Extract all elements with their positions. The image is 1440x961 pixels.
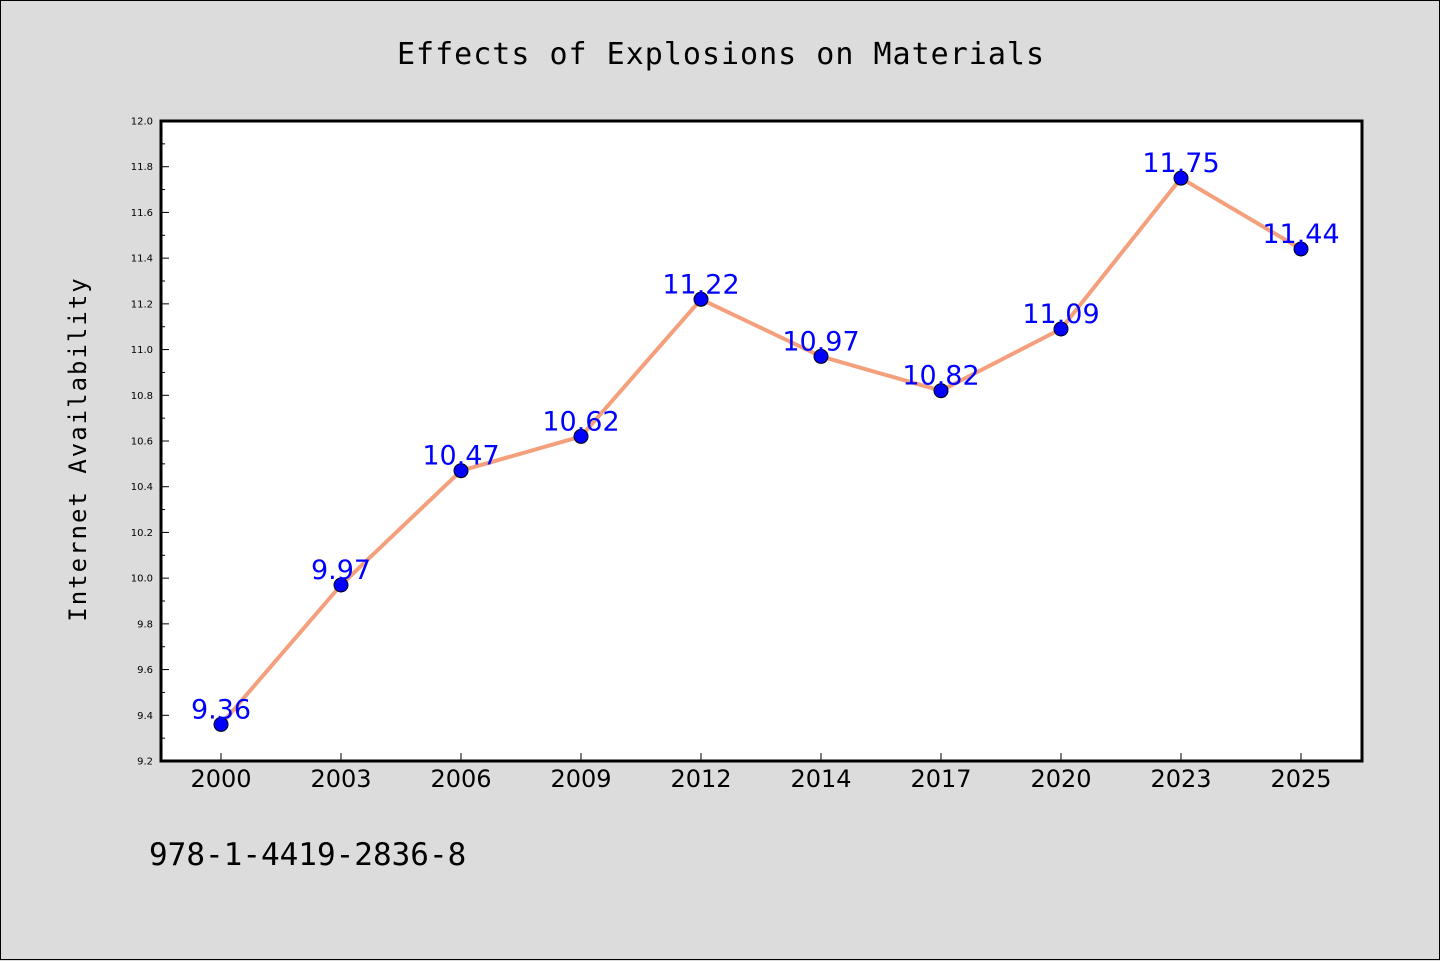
y-tick-label: 9.6 xyxy=(137,665,153,676)
footer-isbn: 978-1-4419-2836-8 xyxy=(149,837,466,873)
y-tick-label: 9.2 xyxy=(137,757,153,768)
data-label: 11.09 xyxy=(1022,299,1099,330)
y-axis-label: Internet Availability xyxy=(64,276,92,621)
y-tick-label: 9.4 xyxy=(137,711,153,722)
data-point xyxy=(453,463,469,479)
x-tick-label: 2003 xyxy=(310,765,371,793)
data-label: 11.22 xyxy=(662,269,739,300)
y-tick-label: 11.2 xyxy=(131,299,153,310)
y-tick-label: 11.6 xyxy=(131,208,153,219)
data-point xyxy=(813,348,829,364)
y-tick-label: 11.8 xyxy=(131,162,153,173)
data-point xyxy=(333,577,349,593)
data-point xyxy=(1293,241,1309,257)
data-label: 9.97 xyxy=(311,555,371,586)
data-labels: 9.36 9.97 10.47 10.62 11.22 10.97 10.82 11.09 11… xyxy=(191,148,1340,725)
axis-ticks: 9.2 9.4 9.6 9.8 10.0 10.2 10.4 10.6 10.8 11.0 11.2… xyxy=(131,117,1332,794)
plot-area xyxy=(161,121,1362,761)
x-tick-label: 2014 xyxy=(790,765,851,793)
x-tick-label: 2023 xyxy=(1150,765,1211,793)
x-tick-label: 2017 xyxy=(910,765,971,793)
data-label: 10.97 xyxy=(782,326,859,357)
series-line xyxy=(219,176,1303,727)
x-tick-label: 2006 xyxy=(430,765,491,793)
series-markers xyxy=(213,170,1309,732)
y-tick-label: 11.0 xyxy=(131,345,153,356)
y-tick-label: 10.6 xyxy=(131,437,153,448)
data-label: 10.62 xyxy=(542,406,619,437)
series-line-path xyxy=(219,176,1303,727)
data-label: 10.47 xyxy=(422,441,499,472)
chart-title: Effects of Explosions on Materials xyxy=(397,37,1045,72)
y-tick-label: 11.4 xyxy=(131,254,153,265)
data-label: 9.36 xyxy=(191,694,251,725)
x-tick-label: 2009 xyxy=(550,765,611,793)
data-point xyxy=(213,716,229,732)
data-point xyxy=(573,428,589,444)
data-point xyxy=(1173,170,1189,186)
y-tick-label: 10.8 xyxy=(131,391,153,402)
data-label: 10.82 xyxy=(902,361,979,392)
y-tick-label: 9.8 xyxy=(137,619,153,630)
data-point xyxy=(693,291,709,307)
y-tick-label: 10.4 xyxy=(131,482,153,493)
plot-border xyxy=(159,119,1364,763)
x-tick-label: 2025 xyxy=(1270,765,1331,793)
y-tick-label: 12.0 xyxy=(131,117,153,128)
data-label: 11.44 xyxy=(1262,219,1339,250)
x-tick-label: 2020 xyxy=(1030,765,1091,793)
x-tick-label: 2000 xyxy=(190,765,251,793)
y-tick-label: 10.2 xyxy=(131,528,153,539)
y-tick-label: 10.0 xyxy=(131,574,153,585)
data-point xyxy=(933,383,949,399)
x-tick-label: 2012 xyxy=(670,765,731,793)
data-point xyxy=(1053,321,1069,337)
data-label: 11.75 xyxy=(1142,148,1219,179)
